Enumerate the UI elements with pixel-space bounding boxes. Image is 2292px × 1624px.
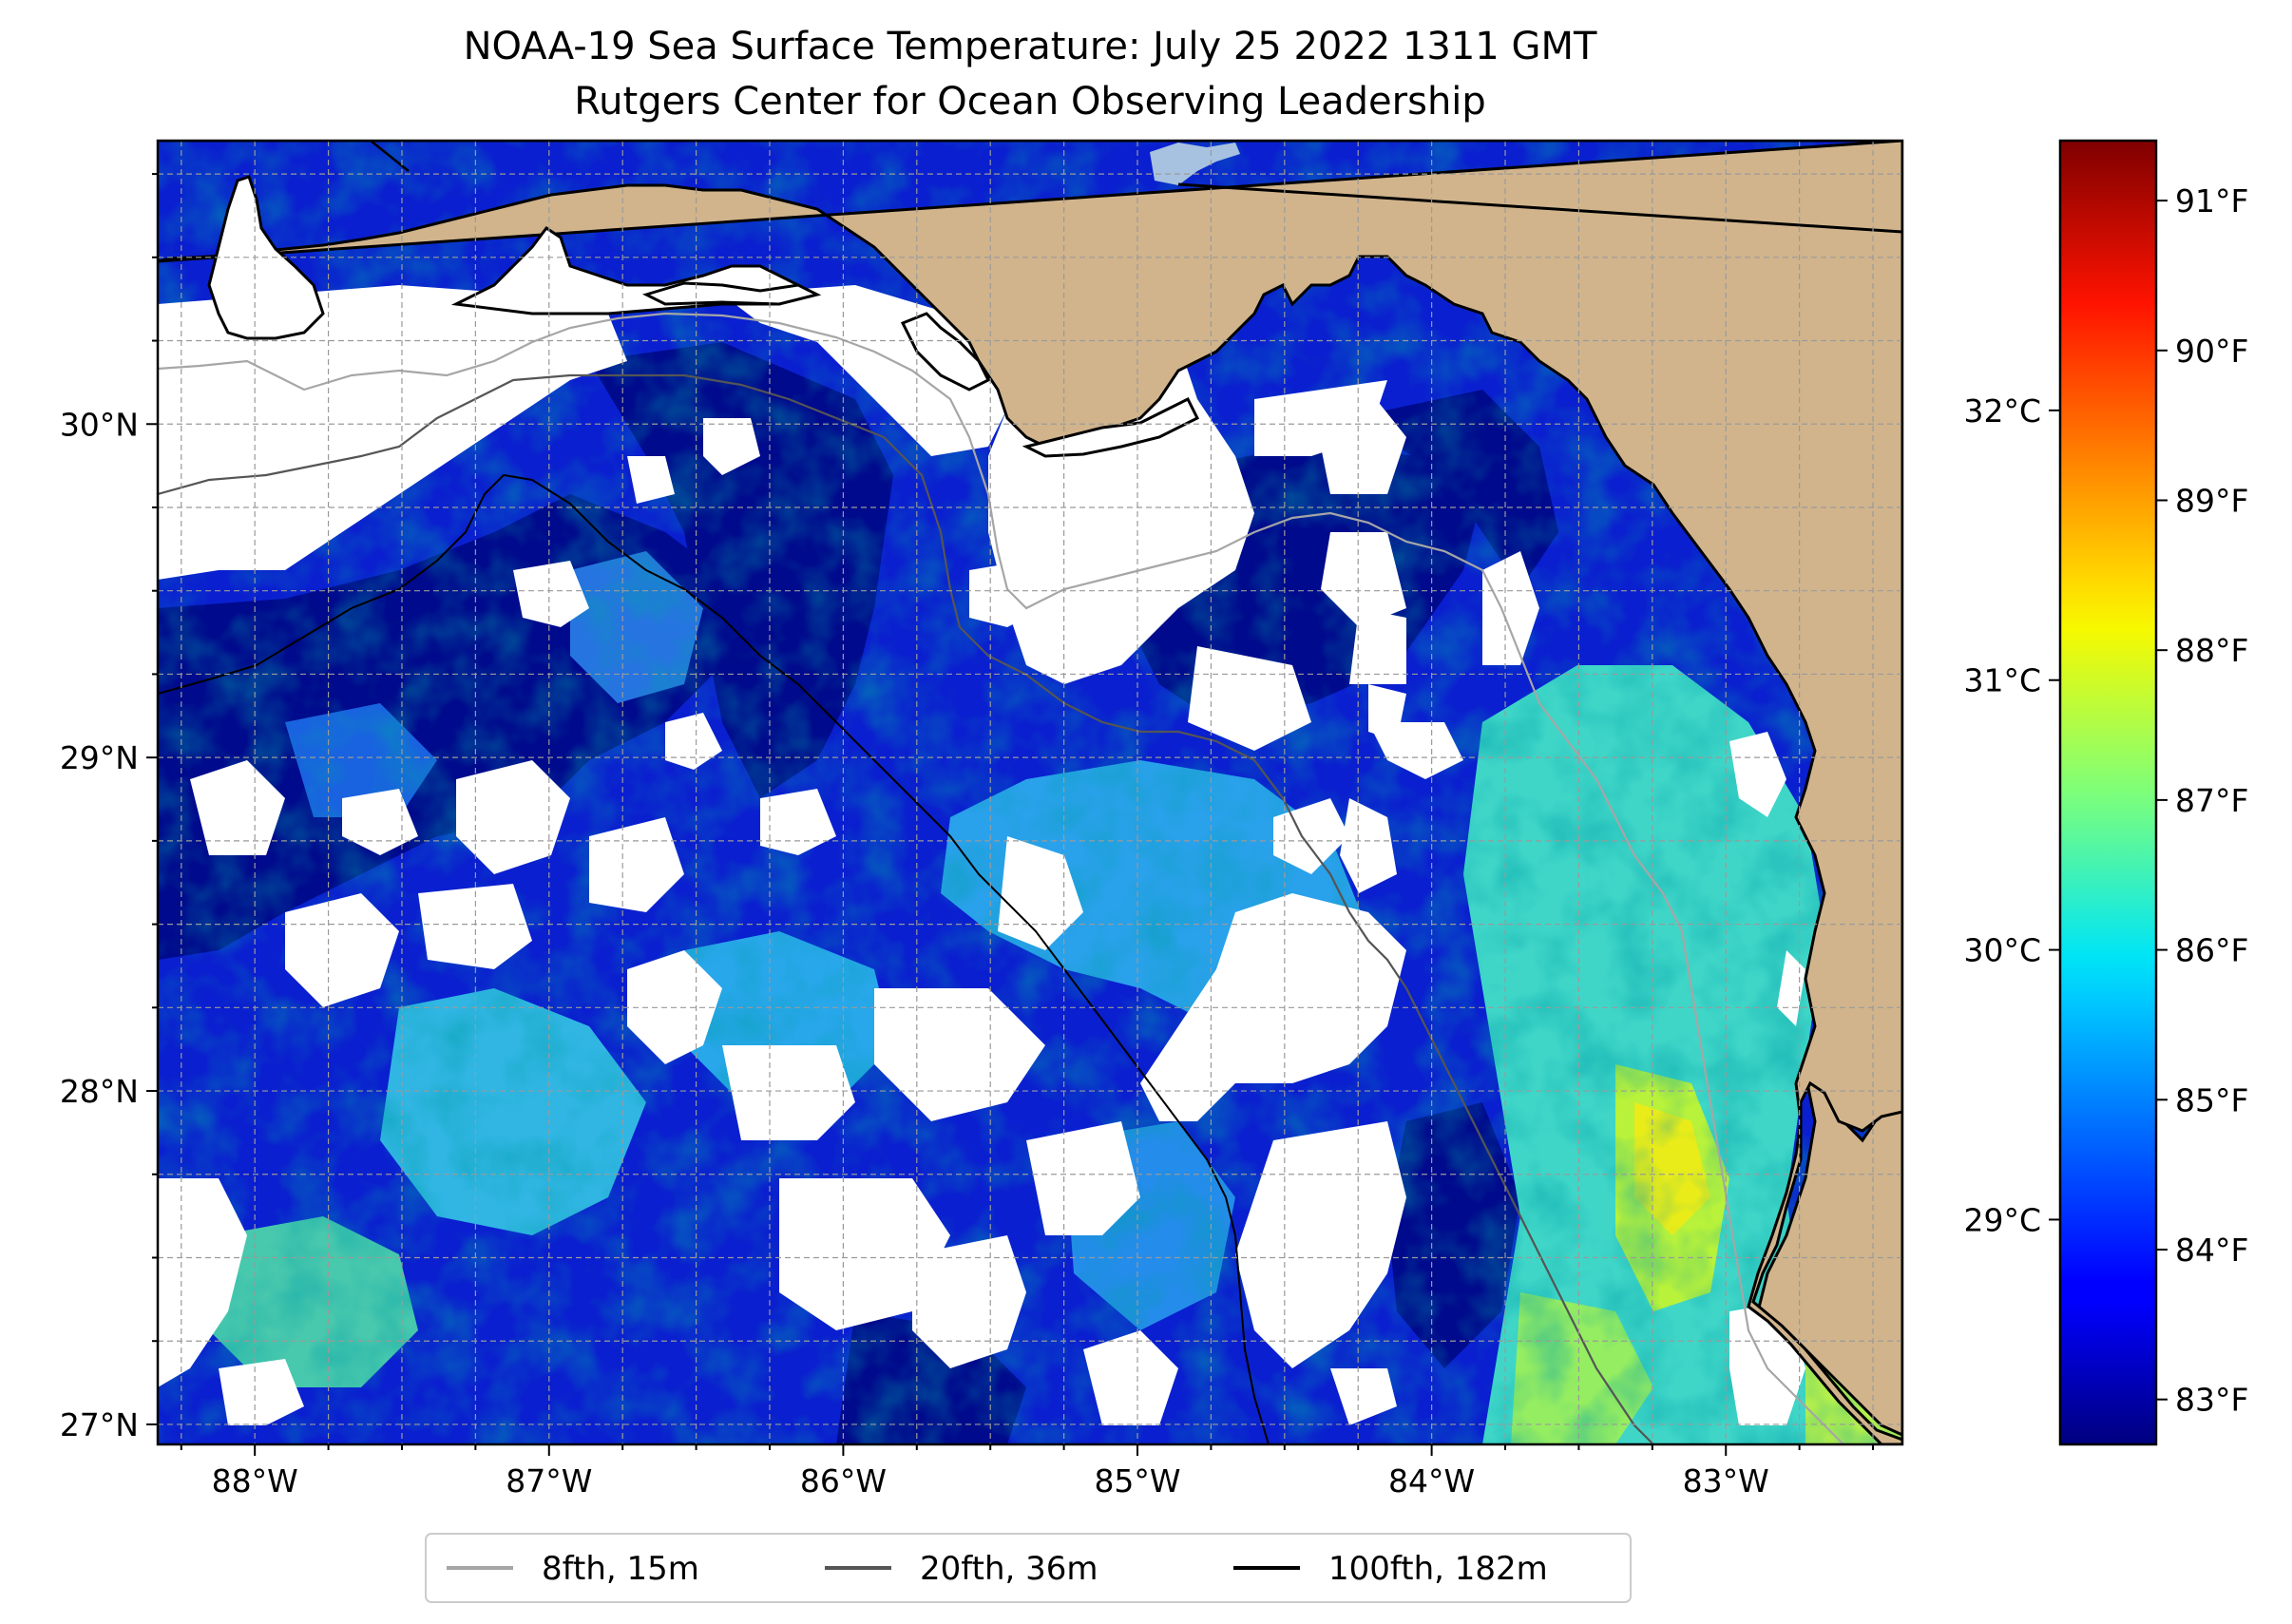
cbar-c-label: 32°C	[1963, 392, 2041, 430]
legend: 8fth, 15m 20fth, 36m 100fth, 182m	[425, 1533, 1632, 1603]
contour-8fth	[158, 312, 1844, 1444]
lon-tick-label: 86°W	[800, 1462, 887, 1500]
cbar-f-label: 90°F	[2175, 333, 2248, 370]
legend-label: 20fth, 36m	[920, 1550, 1098, 1588]
lon-tick-label: 83°W	[1683, 1462, 1769, 1500]
cbar-f-label: 88°F	[2175, 632, 2248, 669]
cbar-f-label: 91°F	[2175, 182, 2248, 220]
lat-tick-label: 29°N	[60, 739, 139, 776]
cbar-c-label: 29°C	[1963, 1201, 2041, 1238]
land-florida	[158, 141, 1902, 1444]
choctawhatchee-bay	[641, 281, 822, 306]
chart-title: NOAA-19 Sea Surface Temperature: July 25…	[464, 25, 1597, 68]
contour-20fth	[158, 373, 1654, 1444]
cbar-c-label: 30°C	[1963, 932, 2041, 969]
lake	[1150, 143, 1240, 185]
cbar-f-label: 85°F	[2175, 1081, 2248, 1118]
lon-tick-label: 87°W	[506, 1462, 592, 1500]
legend-box	[425, 1533, 1632, 1603]
lat-tick-label: 30°N	[60, 406, 139, 443]
state-border	[1177, 182, 1902, 234]
chart-subtitle: Rutgers Center for Ocean Observing Leade…	[574, 80, 1486, 124]
map-frame	[156, 139, 1904, 1446]
cbar-f-label: 83°F	[2175, 1382, 2248, 1419]
st-andrew-bay	[900, 312, 991, 392]
lon-tick-label: 84°W	[1388, 1462, 1475, 1500]
lon-tick-label: 88°W	[212, 1462, 298, 1500]
lat-tick-label: 28°N	[60, 1073, 139, 1110]
apalachicola-bay	[1022, 396, 1200, 458]
cbar-f-label: 89°F	[2175, 482, 2248, 519]
cbar-f-label: 86°F	[2175, 932, 2248, 969]
land	[158, 141, 1902, 1444]
cbar-f-label: 84°F	[2175, 1232, 2248, 1269]
state-border-west	[370, 141, 410, 172]
cbar-f-label: 87°F	[2175, 782, 2248, 819]
colorbar	[2058, 139, 2158, 1446]
gridlines	[158, 141, 1902, 1444]
lon-tick-label: 85°W	[1094, 1462, 1180, 1500]
contour-100fth	[158, 473, 1270, 1444]
longitude-axis: 88°W 87°W 86°W 85°W 84°W 83°W	[180, 1444, 1875, 1500]
lat-tick-label: 27°N	[60, 1406, 139, 1443]
legend-label: 8fth, 15m	[542, 1550, 699, 1588]
legend-label: 100fth, 182m	[1328, 1550, 1548, 1588]
map-area	[158, 141, 1902, 1444]
colorbar-fahrenheit-ticks: 91°F 90°F 89°F 88°F 87°F 86°F 85°F 84°F 83°F	[2156, 182, 2248, 1419]
cbar-c-label: 31°C	[1963, 662, 2041, 699]
colorbar-celsius-ticks: 32°C 31°C 30°C 29°C	[1963, 392, 2060, 1238]
latitude-axis: 30°N 29°N 28°N 27°N	[60, 173, 158, 1443]
